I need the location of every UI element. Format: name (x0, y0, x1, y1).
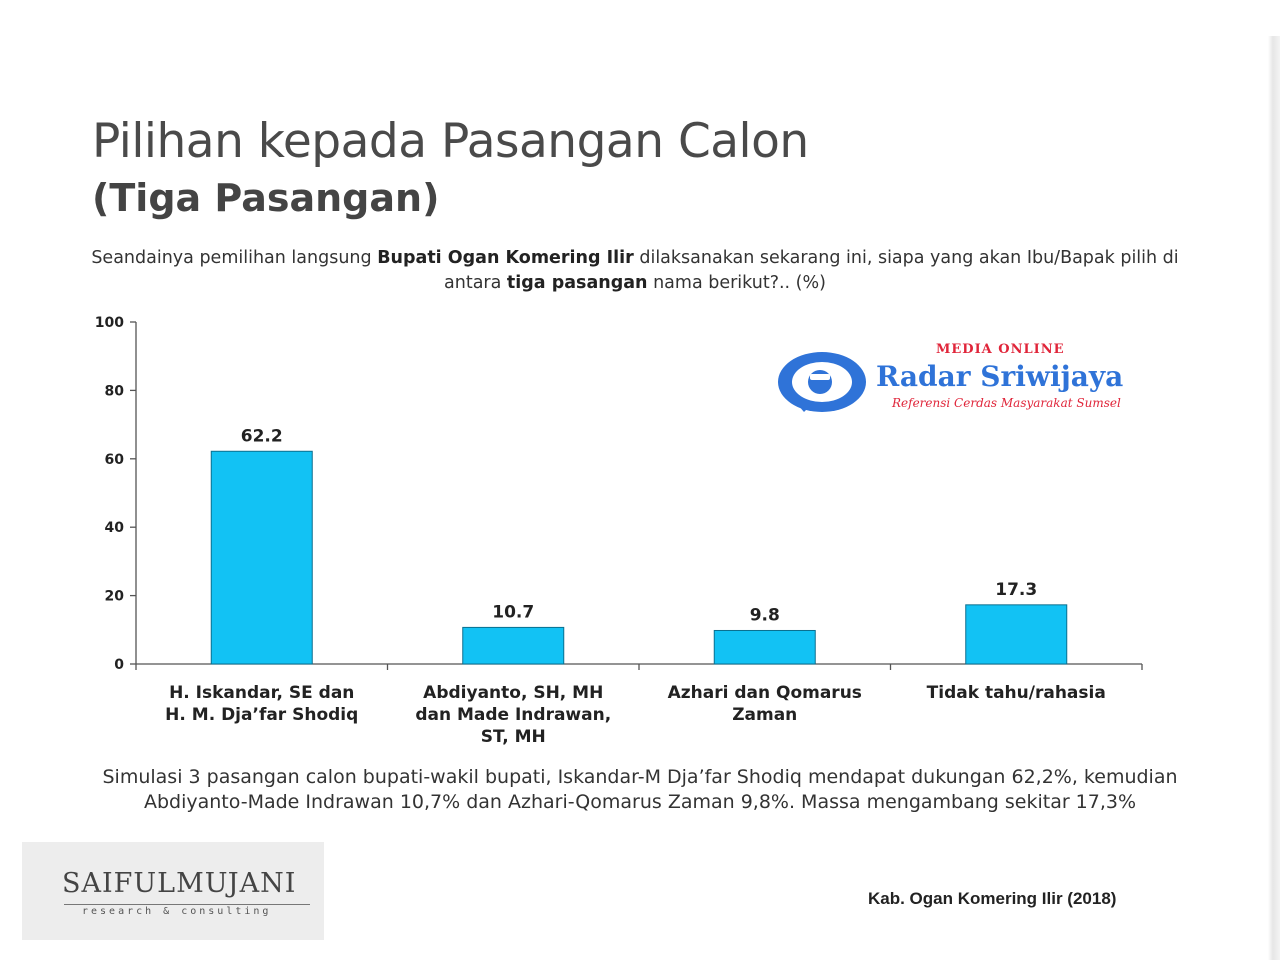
category-label: H. Iskandar, SE dan H. M. Dja’far Shodiq (165, 683, 358, 725)
bar-value-label: 17.3 (995, 580, 1037, 600)
logo-name: SAIFULMUJANI (62, 868, 297, 899)
survey-question: Seandainya pemilihan langsung Bupati Oga… (60, 246, 1210, 296)
y-tick-label: 0 (114, 657, 124, 673)
bar (210, 450, 313, 665)
y-tick-label: 80 (105, 383, 125, 399)
page-subtitle: (Tiga Pasangan) (92, 176, 440, 220)
bar (462, 626, 565, 665)
question-bold-1: Bupati Ogan Komering Ilir (377, 248, 634, 268)
bar-value-label: 10.7 (492, 602, 534, 622)
bar-chart: 0 20 40 60 80 100 62.2 H. Iskandar, SE dan H. M.… (95, 315, 1143, 747)
radar-logo-icon (778, 352, 866, 412)
category-label-line: dan Made Indrawan, (415, 705, 611, 725)
watermark-tagline: Referensi Cerdas Masyarakat Sumsel (892, 396, 1121, 410)
y-tick-label: 100 (95, 315, 124, 331)
question-text-3: nama berikut?.. (%) (647, 273, 826, 293)
y-tick-label: 20 (105, 589, 125, 605)
watermark-brand-name: Radar Sriwijaya (876, 360, 1124, 393)
watermark-media-online: MEDIA ONLINE (936, 342, 1065, 357)
y-tick-label: 60 (105, 452, 125, 468)
logo-tagline: research & consulting (82, 906, 272, 917)
page-title: Pilihan kepada Pasangan Calon (92, 114, 809, 169)
question-bold-2: tiga pasangan (506, 273, 648, 293)
category-label-line: H. Iskandar, SE dan (169, 683, 354, 703)
source-label: Kab. Ogan Komering Ilir (2018) (868, 889, 1117, 908)
category-label: Tidak tahu/rahasia (927, 683, 1106, 703)
bar-value-label: 9.8 (750, 605, 780, 625)
category-label-line: Abdiyanto, SH, MH (423, 683, 603, 703)
y-tick-label: 40 (105, 520, 125, 536)
saifulmujani-logo: SAIFULMUJANI research & consulting (22, 842, 324, 940)
bar (713, 629, 816, 665)
category-label-line: Zaman (732, 705, 797, 725)
category-label-line: ST, MH (481, 727, 546, 747)
category-label: Azhari dan Qomarus Zaman (668, 683, 862, 725)
question-text-1: Seandainya pemilihan langsung (91, 248, 378, 268)
category-label-line: Azhari dan Qomarus (668, 683, 862, 703)
radar-sriwijaya-watermark: MEDIA ONLINE Radar Sriwijaya Referensi C… (774, 340, 1204, 420)
bar (965, 604, 1068, 665)
category-label-line: Tidak tahu/rahasia (927, 683, 1106, 703)
category-label-line: H. M. Dja’far Shodiq (165, 705, 358, 725)
bar-value-label: 62.2 (241, 426, 283, 446)
summary-text: Simulasi 3 pasangan calon bupati-wakil b… (102, 766, 1178, 813)
page-edge-shadow (1268, 36, 1280, 960)
logo-divider (64, 904, 310, 905)
category-label: Abdiyanto, SH, MH dan Made Indrawan, ST, M… (415, 683, 611, 747)
question-text-2: dilaksanakan sekarang ini, siapa yang ak… (444, 248, 1179, 293)
